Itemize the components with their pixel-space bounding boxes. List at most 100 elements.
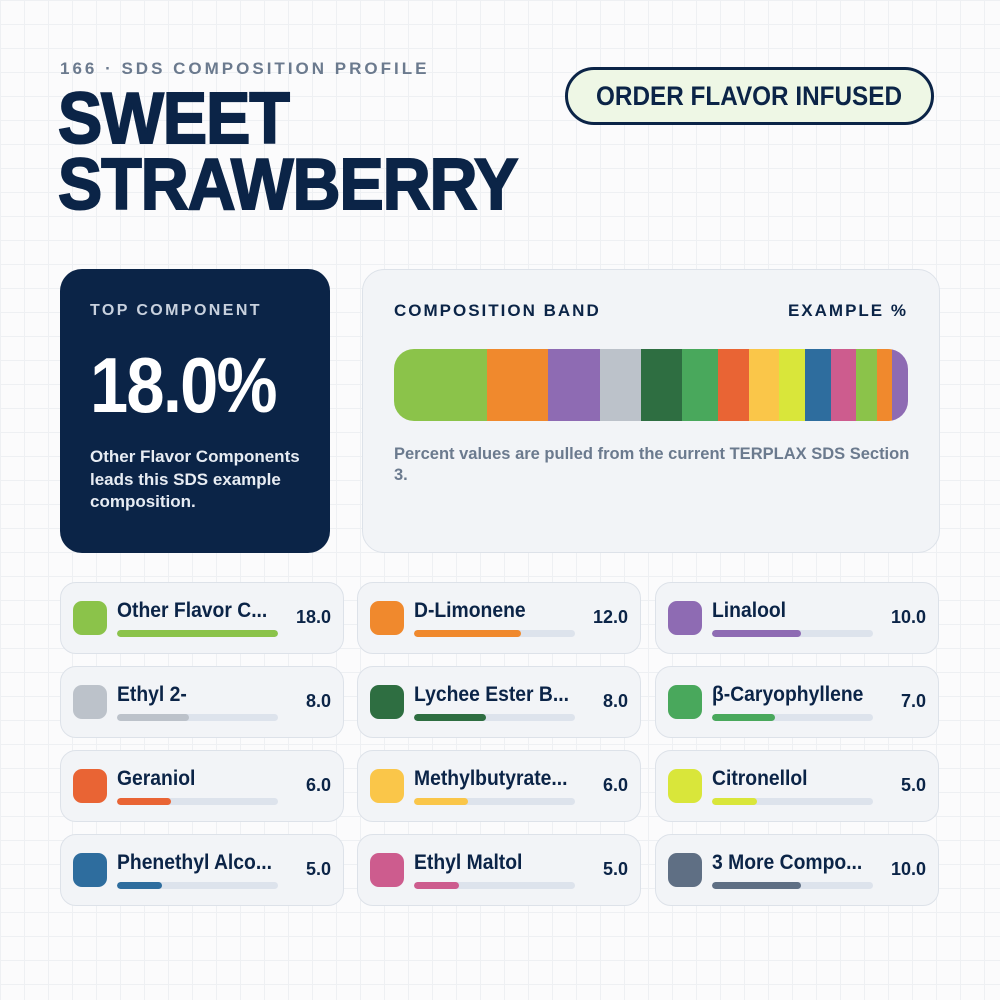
page-title: SWEET STRAWBERRY [57,79,519,225]
component-swatch [370,769,404,803]
component-value: 10.0 [890,859,926,879]
component-value: 5.0 [602,859,628,879]
component-card: 3 More Compo... 10.0 [655,834,939,906]
component-bar [414,798,468,805]
component-value: 8.0 [602,691,628,711]
component-swatch [370,685,404,719]
component-swatch [668,685,702,719]
component-swatch [73,769,107,803]
component-swatch [668,853,702,887]
title-line-1: SWEET [57,79,291,159]
component-value: 8.0 [305,691,331,711]
component-card: Linalool 10.0 [655,582,939,654]
component-value: 18.0 [295,607,331,627]
component-card: Lychee Ester B... 8.0 [357,666,641,738]
top-component-value: 18.0% [90,341,278,429]
component-bar [712,630,802,637]
component-card: β-Caryophyllene 7.0 [655,666,939,738]
component-name: Geraniol [117,767,196,790]
component-swatch [370,601,404,635]
composition-band-title: COMPOSITION BAND [394,301,601,320]
component-name: Citronellol [712,767,808,790]
component-bar-track [414,798,575,805]
component-card: Geraniol 6.0 [60,750,344,822]
component-card: Citronellol 5.0 [655,750,939,822]
band-segment-4 [599,349,641,421]
component-value: 7.0 [900,691,926,711]
band-segment-10 [805,349,831,421]
component-bar [117,714,189,721]
component-bar-track [117,882,278,889]
component-bar [712,798,757,805]
composition-band-note: Percent values are pulled from the curre… [394,445,910,484]
composition-band-example-label: EXAMPLE % [787,301,908,320]
component-card: Ethyl Maltol 5.0 [357,834,641,906]
component-swatch [73,853,107,887]
component-card: D-Limonene 12.0 [357,582,641,654]
component-name: Lychee Ester B... [414,683,569,706]
component-bar [117,882,162,889]
band-segment-13 [877,349,893,421]
band-segment-11 [830,349,857,421]
component-bar-track [712,630,873,637]
component-name: Ethyl 2- [117,683,187,706]
component-name: Other Flavor C... [117,599,268,622]
component-value: 10.0 [890,607,926,627]
title-line-2: STRAWBERRY [57,145,519,225]
component-bar [414,714,486,721]
component-bar [712,882,802,889]
component-value: 6.0 [305,775,331,795]
component-card: Ethyl 2- 8.0 [60,666,344,738]
component-swatch [73,685,107,719]
component-bar-track [117,630,278,637]
component-bar [712,714,775,721]
band-segment-5 [640,349,682,421]
band-segment-12 [856,349,878,421]
component-card: Methylbutyrate... 6.0 [357,750,641,822]
component-swatch [73,601,107,635]
composition-band [394,349,908,421]
component-name: Phenethyl Alco... [117,851,272,874]
component-bar [117,798,171,805]
band-segment-14 [892,349,908,421]
component-name: 3 More Compo... [712,851,863,874]
order-flavor-button-label: ORDER FLAVOR INFUSED [596,80,903,111]
component-bar-track [414,714,575,721]
component-value: 12.0 [592,607,628,627]
band-segment-7 [717,349,749,421]
top-component-card: TOP COMPONENT 18.0% Other Flavor Compone… [60,269,330,553]
composition-band-card: COMPOSITION BAND EXAMPLE % Percent value… [362,269,940,553]
component-swatch [668,601,702,635]
order-flavor-button[interactable]: ORDER FLAVOR INFUSED [565,67,934,125]
component-name: Ethyl Maltol [414,851,523,874]
top-component-description: Other Flavor Components leads this SDS e… [90,447,300,511]
component-bar-track [414,882,575,889]
component-bar-track [712,882,873,889]
component-bar-track [414,630,575,637]
component-swatch [370,853,404,887]
component-bar-track [712,714,873,721]
component-value: 5.0 [900,775,926,795]
band-segment-6 [681,349,718,421]
component-bar-track [712,798,873,805]
band-segment-9 [779,349,806,421]
component-name: D-Limonene [414,599,526,622]
band-segment-3 [548,349,600,421]
component-bar [414,882,459,889]
component-name: Linalool [712,599,787,622]
band-segment-2 [486,349,549,421]
component-value: 5.0 [305,859,331,879]
component-bar [117,630,278,637]
component-value: 6.0 [602,775,628,795]
eyebrow: 166 · SDS COMPOSITION PROFILE [60,59,430,78]
band-segment-1 [394,349,487,421]
component-bar-track [117,798,278,805]
component-card: Other Flavor C... 18.0 [60,582,344,654]
band-segment-8 [748,349,780,421]
component-name: β-Caryophyllene [712,683,864,706]
component-swatch [668,769,702,803]
component-name: Methylbutyrate... [414,767,568,790]
component-card: Phenethyl Alco... 5.0 [60,834,344,906]
component-bar [414,630,522,637]
top-component-label: TOP COMPONENT [90,302,262,319]
